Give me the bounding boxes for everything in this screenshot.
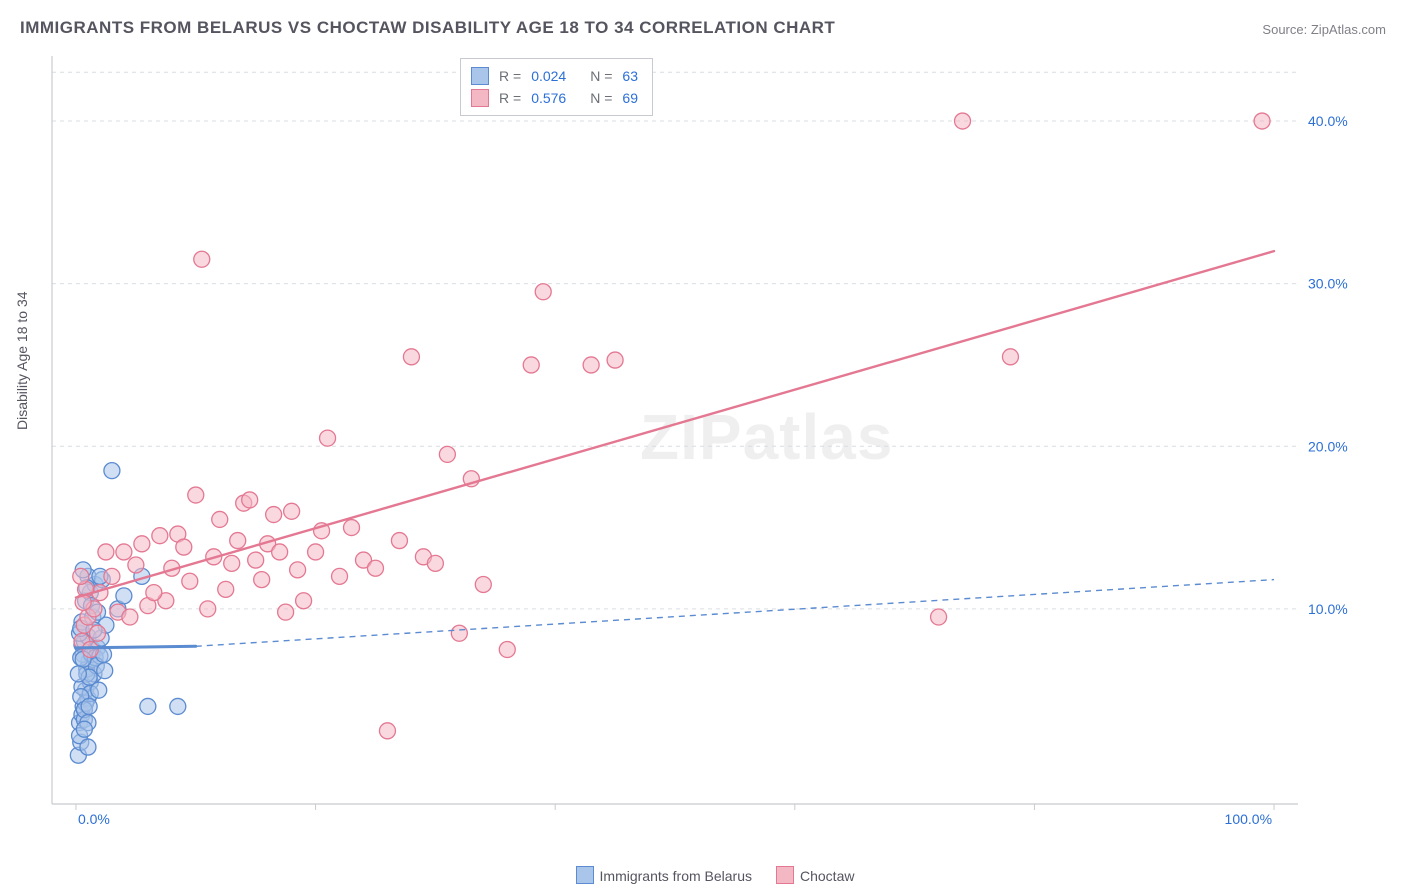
source-value: ZipAtlas.com xyxy=(1311,22,1386,37)
r-value: 0.024 xyxy=(531,65,566,87)
legend-swatch xyxy=(776,866,794,884)
source-label: Source: xyxy=(1262,22,1307,37)
r-value: 0.576 xyxy=(531,87,566,109)
svg-text:20.0%: 20.0% xyxy=(1308,438,1348,454)
correlation-legend: R = 0.024 N = 63 R = 0.576 N = 69 xyxy=(460,58,653,116)
legend-swatch xyxy=(471,67,489,85)
svg-text:100.0%: 100.0% xyxy=(1225,811,1272,827)
r-label: R = xyxy=(499,65,521,87)
n-value: 63 xyxy=(622,65,638,87)
legend-label: Choctaw xyxy=(800,868,854,884)
r-label: R = xyxy=(499,87,521,109)
svg-text:0.0%: 0.0% xyxy=(78,811,110,827)
n-label: N = xyxy=(590,87,612,109)
svg-text:10.0%: 10.0% xyxy=(1308,601,1348,617)
source-credit: Source: ZipAtlas.com xyxy=(1262,22,1386,37)
legend-row: R = 0.576 N = 69 xyxy=(471,87,638,109)
y-axis-label: Disability Age 18 to 34 xyxy=(14,291,30,430)
legend-swatch xyxy=(576,866,594,884)
n-label: N = xyxy=(590,65,612,87)
svg-text:40.0%: 40.0% xyxy=(1308,113,1348,129)
svg-text:30.0%: 30.0% xyxy=(1308,276,1348,292)
n-value: 69 xyxy=(622,87,638,109)
chart-title: IMMIGRANTS FROM BELARUS VS CHOCTAW DISAB… xyxy=(20,18,835,38)
legend-swatch xyxy=(471,89,489,107)
legend-row: R = 0.024 N = 63 xyxy=(471,65,638,87)
legend-label: Immigrants from Belarus xyxy=(600,868,752,884)
series-legend: Immigrants from Belarus Choctaw xyxy=(0,866,1406,884)
scatter-chart: 10.0% 20.0% 30.0% 40.0% 0.0% 100.0% xyxy=(48,48,1358,828)
plot-area: 10.0% 20.0% 30.0% 40.0% 0.0% 100.0% xyxy=(48,48,1358,828)
